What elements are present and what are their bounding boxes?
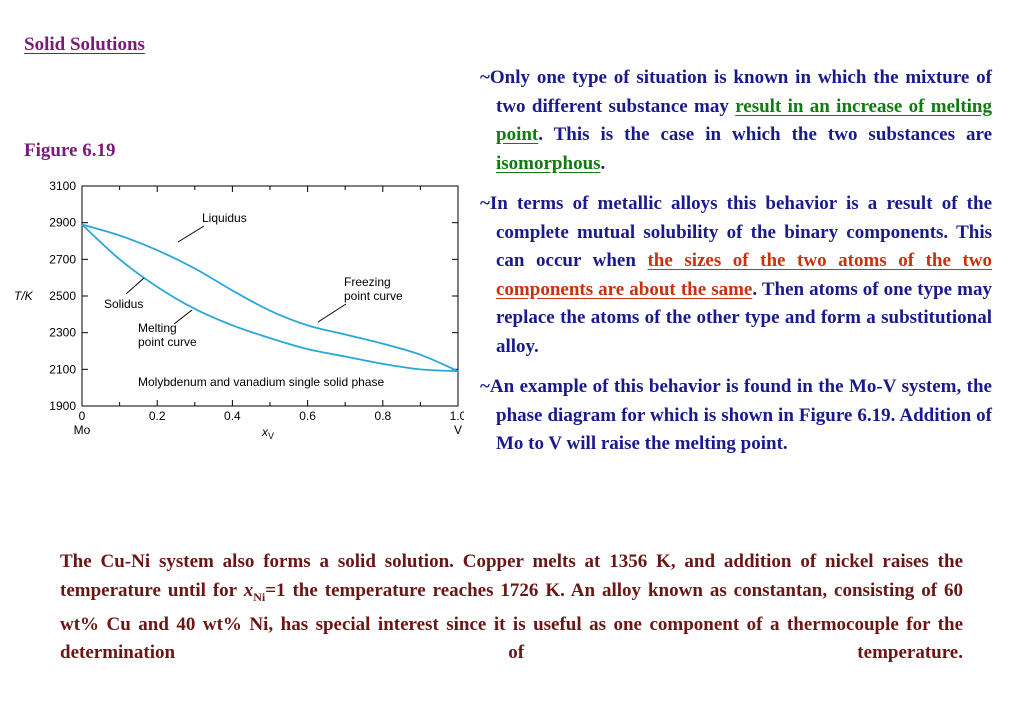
series-line-liquidus xyxy=(81,223,459,372)
x-tick-label: 0.2 xyxy=(149,409,166,423)
series-line-solidus xyxy=(81,223,459,373)
y-tick-label: 2300 xyxy=(49,326,76,340)
leader-freezing xyxy=(317,303,347,323)
leader-solidus xyxy=(125,277,145,295)
annotation-melting-2: point curve xyxy=(138,335,197,349)
x-subscript: Ni xyxy=(253,589,266,604)
y-tick-label: 2100 xyxy=(49,362,76,376)
x-axis-label: xV xyxy=(261,425,274,441)
leader-melting xyxy=(173,309,193,325)
figure-label: Figure 6.19 xyxy=(24,140,116,161)
bullet-text: ~An example of this behavior is found in… xyxy=(480,376,992,454)
x-end-label-mo: Mo xyxy=(74,423,91,437)
bottom-text-part2: =1 the temperature reaches 1726 K. An al… xyxy=(60,579,963,664)
x-tick-label: 0.8 xyxy=(374,409,391,423)
annotation-freezing-1: Freezing xyxy=(344,275,391,289)
x-tick-label: 0.6 xyxy=(299,409,316,423)
x-tick-label: 0 xyxy=(79,409,86,423)
y-tick-label: 3100 xyxy=(49,179,76,193)
bullet-text: . Then atoms of one type may replace the… xyxy=(496,278,992,357)
phase-diagram: 3100 2900 2700 2500 2300 2100 1900 0 0.2 0.4 0.6 0.… xyxy=(14,174,467,449)
annotation-melting-1: Melting xyxy=(138,321,177,335)
x-tick-label: 1.0 xyxy=(450,409,464,423)
annotation-single-phase: Molybdenum and vanadium single solid pha… xyxy=(138,375,384,389)
y-tick-label: 1900 xyxy=(49,399,76,413)
bullet-text: . This is the case in which the two subs… xyxy=(538,124,992,145)
annotation-liquidus: Liquidus xyxy=(202,211,247,225)
bullet-item: ~Only one type of situation is known in … xyxy=(480,64,992,178)
x-variable: x xyxy=(243,579,254,601)
bullet-list: ~Only one type of situation is known in … xyxy=(480,64,992,471)
x-tick-label: 0.4 xyxy=(224,409,241,423)
bullet-item: ~An example of this behavior is found in… xyxy=(480,373,992,459)
bottom-text-part1: The Cu-Ni system also forms a solid solu… xyxy=(60,551,963,601)
bullet-text: ~Only one type of situation is known in … xyxy=(480,67,992,117)
bullet-text: . xyxy=(600,152,606,174)
highlighted-phrase: isomorphous xyxy=(496,152,601,174)
leader-liquidus xyxy=(177,225,205,243)
slide-title: Solid Solutions xyxy=(24,34,145,55)
x-end-label-v: V xyxy=(454,423,462,437)
y-tick-label: 2900 xyxy=(49,216,76,230)
y-tick-label: 2700 xyxy=(49,252,76,266)
y-tick-label: 2500 xyxy=(49,289,76,303)
highlighted-phrase: the sizes of the two atoms of the two co… xyxy=(496,250,993,300)
y-axis-label: T/K xyxy=(14,289,34,303)
annotation-freezing-2: point curve xyxy=(344,289,403,303)
bullet-text: ~In terms of metallic alloys this behavi… xyxy=(480,193,992,271)
bottom-paragraph: The Cu-Ni system also forms a solid solu… xyxy=(60,548,963,668)
bullet-item: ~In terms of metallic alloys this behavi… xyxy=(480,190,992,361)
highlighted-phrase: result in an increase of melting point xyxy=(496,95,992,146)
annotation-solidus: Solidus xyxy=(104,297,143,311)
